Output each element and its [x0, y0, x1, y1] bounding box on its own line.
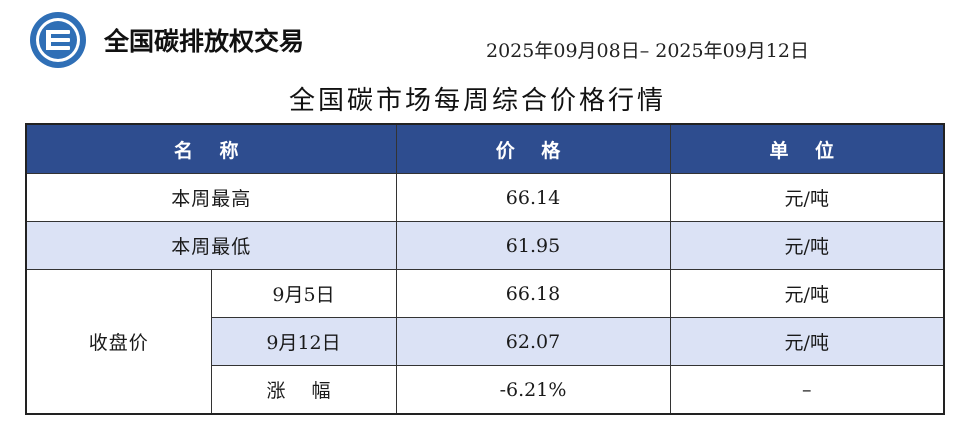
- sep5-price: 66.18: [395, 269, 671, 318]
- table-row-change: 涨 幅 -6.21% –: [26, 365, 945, 415]
- page-title: 全国碳市场每周综合价格行情: [288, 86, 666, 116]
- header-name: 名 称: [25, 123, 397, 174]
- org-name: 全国碳排放权交易: [104, 27, 305, 56]
- change-value: -6.21%: [395, 365, 671, 415]
- sep5-unit: 元/吨: [669, 269, 945, 318]
- change-unit: –: [669, 365, 945, 415]
- week-low-price: 61.95: [395, 221, 671, 270]
- table-row-week-low: 本周最低 61.95 元/吨: [25, 221, 945, 270]
- sep12-date: 9月12日: [210, 317, 397, 366]
- sep12-unit: 元/吨: [669, 317, 945, 366]
- table-row-week-high: 本周最高 66.14 元/吨: [25, 173, 945, 222]
- week-high-unit: 元/吨: [669, 173, 945, 222]
- change-label: 涨 幅: [210, 365, 397, 415]
- week-low-label: 本周最低: [25, 221, 397, 270]
- date-range: 2025年09月08日– 2025年09月12日: [486, 40, 809, 62]
- sep5-date: 9月5日: [210, 269, 397, 318]
- week-high-price: 66.14: [395, 173, 671, 222]
- table-header-row: 名 称 价 格 单 位: [25, 123, 945, 174]
- header-price: 价 格: [395, 123, 671, 174]
- week-high-label: 本周最高: [25, 173, 397, 222]
- exchange-logo-icon: [30, 12, 86, 68]
- table-row-sep12: 9月12日 62.07 元/吨: [26, 317, 945, 366]
- header-unit: 单 位: [669, 123, 945, 174]
- price-table: 名 称 价 格 单 位 本周最高 66.14 元/吨 本周最低 61.95 元/…: [25, 123, 945, 415]
- closing-price-label: 收盘价: [25, 269, 212, 415]
- sep12-price: 62.07: [395, 317, 671, 366]
- table-row-sep5: 收盘价 9月5日 66.18 元/吨: [25, 269, 945, 415]
- week-low-unit: 元/吨: [669, 221, 945, 270]
